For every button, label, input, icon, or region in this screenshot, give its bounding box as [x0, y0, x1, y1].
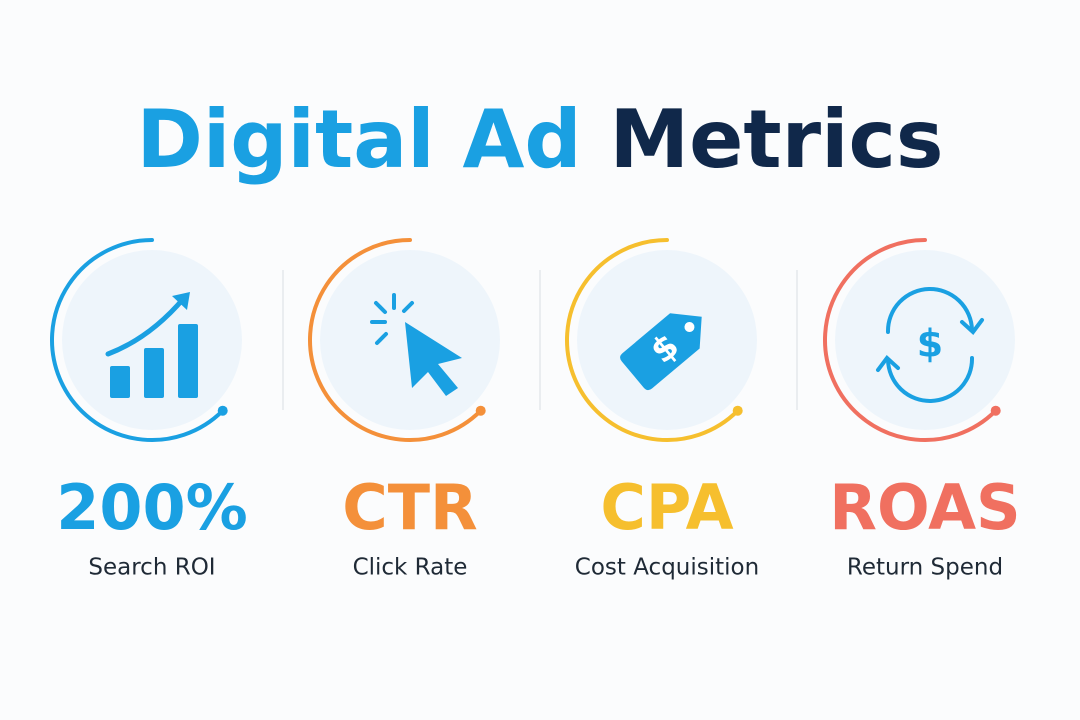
metric-label: Cost Acquisition — [575, 555, 759, 581]
progress-arc — [565, 238, 740, 442]
dividers — [282, 270, 798, 410]
arc-dot — [732, 405, 743, 416]
icon-background — [835, 250, 1015, 430]
icon-background — [62, 250, 242, 430]
icon-chart — [105, 292, 198, 398]
icon-cursor — [370, 293, 462, 396]
title-part2: Metrics — [610, 93, 944, 186]
metric-value: 200% — [56, 471, 248, 544]
icon-cycle — [876, 287, 984, 403]
arc-dot — [475, 405, 486, 416]
progress-arc — [823, 238, 998, 442]
progress-arc — [308, 238, 483, 442]
metric-value: CPA — [600, 471, 733, 544]
arc-dot — [990, 405, 1001, 416]
arc-dot — [217, 405, 228, 416]
progress-arc — [50, 238, 225, 442]
metric-label: Return Spend — [847, 555, 1003, 581]
icon-symbol: $ — [917, 322, 943, 366]
cards: 200% Search ROI CTR Click Rate CPA Cost Acqui… — [50, 238, 1021, 581]
metric-value: ROAS — [829, 471, 1020, 544]
title-part1: Digital Ad — [136, 93, 581, 186]
metric-value: CTR — [342, 471, 478, 544]
icon-tag — [620, 313, 702, 391]
metric-label: Click Rate — [353, 555, 468, 581]
title: Digital Ad Metrics — [136, 93, 943, 186]
metric-label: Search ROI — [88, 555, 215, 581]
